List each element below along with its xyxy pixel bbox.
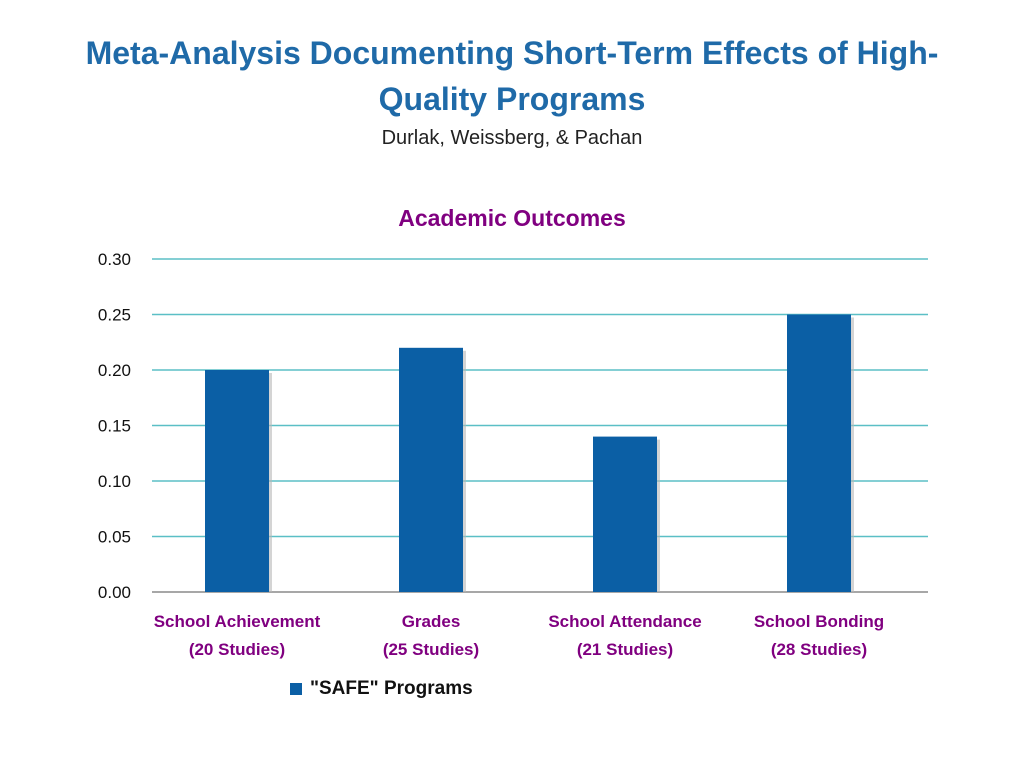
slide-title-line-1: Meta-Analysis Documenting Short-Term Eff…: [85, 35, 939, 71]
y-tick-label: 0.10: [98, 472, 131, 491]
x-category-label: (28 Studies): [771, 640, 867, 659]
y-tick-label: 0.05: [98, 528, 131, 547]
x-category-label: School Attendance: [548, 612, 701, 631]
x-category-label: Grades: [402, 612, 461, 631]
y-tick-label: 0.30: [98, 250, 131, 269]
y-tick-label: 0.00: [98, 583, 131, 602]
y-tick-label: 0.25: [98, 306, 131, 325]
bar: [205, 370, 269, 592]
x-category-label: School Achievement: [154, 612, 321, 631]
legend-label: "SAFE" Programs: [310, 678, 473, 699]
x-category-label: School Bonding: [754, 612, 884, 631]
bar: [593, 436, 657, 592]
legend-swatch: [290, 683, 302, 695]
x-category-label: (21 Studies): [577, 640, 673, 659]
chart-legend: "SAFE" Programs: [290, 678, 473, 700]
slide-title: Meta-Analysis Documenting Short-Term Eff…: [0, 30, 1024, 122]
x-category-label: (20 Studies): [189, 640, 285, 659]
bar: [399, 347, 463, 592]
y-tick-label: 0.15: [98, 417, 131, 436]
x-category-label: (25 Studies): [383, 640, 479, 659]
bar: [787, 314, 851, 592]
slide-title-line-2: Quality Programs: [378, 81, 646, 117]
y-tick-label: 0.20: [98, 361, 131, 380]
slide-subtitle: Durlak, Weissberg, & Pachan: [381, 127, 643, 149]
chart-title: Academic Outcomes: [398, 205, 626, 231]
